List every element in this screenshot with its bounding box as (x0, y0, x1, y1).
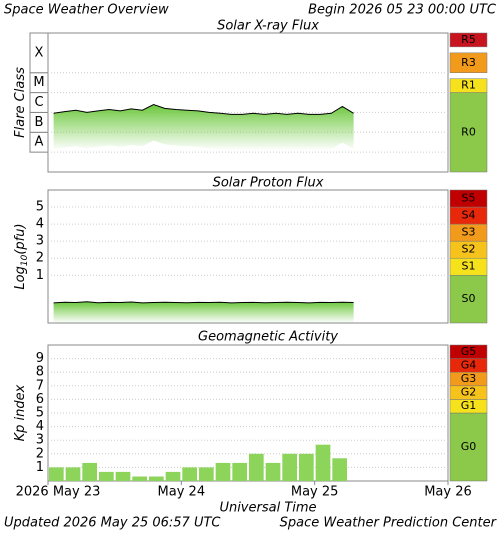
kp-bar (99, 471, 114, 481)
y-tick-label: 4 (36, 217, 44, 232)
scale-band (449, 78, 488, 93)
x-tick-label: May 25 (291, 485, 339, 500)
scale-band (449, 52, 488, 73)
y-label-part: Log (13, 266, 28, 289)
x-tick-label: May 26 (424, 485, 472, 500)
flux-line (53, 301, 354, 304)
page-title: Space Weather Overview (4, 3, 169, 18)
plot-frame (47, 189, 449, 324)
class-label: B (35, 115, 44, 130)
begin-time: Begin 2026 05 23 00:00 UTC (308, 3, 497, 18)
y-tick-label: 7 (36, 378, 44, 393)
scale-label: S4 (462, 209, 476, 222)
scale-label: G0 (461, 440, 477, 453)
scale-label: S5 (462, 192, 476, 205)
scale-label: R1 (461, 79, 476, 92)
scale-label: G2 (461, 386, 477, 399)
kp-bar (282, 453, 297, 481)
scale-label: G1 (461, 399, 477, 412)
scale-label: S3 (462, 226, 476, 239)
panel-title: Geomagnetic Activity (198, 330, 338, 345)
y-label-part: Flare Class (13, 67, 28, 138)
y-axis-label: Kp index (13, 384, 28, 441)
y-tick-label: 1 (36, 268, 44, 283)
plot-frame (47, 32, 449, 173)
y-tick-label: 2 (36, 251, 44, 266)
credit: Space Weather Prediction Center (280, 516, 498, 531)
class-cell (29, 32, 49, 74)
scale-label: S2 (462, 243, 476, 256)
kp-bar (215, 462, 231, 481)
x-axis-label: Universal Time (219, 501, 316, 516)
y-tick-label: 3 (36, 234, 44, 249)
flux-glow (53, 104, 354, 151)
scale-band (449, 412, 488, 482)
panel-title: Solar X-ray Flux (217, 19, 319, 34)
flux-line (53, 103, 354, 115)
y-label-part: 10 (20, 254, 30, 266)
y-label-part: Kp index (13, 384, 28, 441)
scale-label: R3 (461, 56, 476, 69)
kp-bar (115, 471, 131, 481)
x-tick-label: May 24 (158, 485, 206, 500)
scale-band (449, 344, 488, 359)
y-label-part: (pfu) (13, 223, 28, 254)
kp-bar (299, 453, 314, 481)
class-label: C (34, 95, 43, 110)
kp-bar (49, 467, 64, 481)
y-tick-label: 4 (36, 419, 44, 434)
y-tick-label: 3 (36, 433, 44, 448)
y-axis-label: Log10(pfu) (13, 223, 30, 289)
kp-bar (265, 462, 281, 481)
kp-bar (82, 462, 97, 481)
class-label: M (33, 75, 44, 90)
kp-bar (65, 467, 81, 481)
flux-glow (53, 301, 354, 323)
scale-band (449, 32, 488, 48)
scale-label: G3 (461, 372, 477, 385)
y-tick-label: 8 (36, 365, 44, 380)
scale-label: S1 (462, 260, 476, 273)
panel-title: Solar Proton Flux (213, 176, 324, 191)
scale-label: R5 (461, 33, 476, 46)
y-tick-label: 1 (36, 460, 44, 475)
scale-band (449, 189, 488, 208)
kp-bar (249, 453, 264, 481)
kp-bar (149, 476, 164, 481)
y-tick-label: 2 (36, 446, 44, 461)
scale-label: G4 (461, 358, 477, 371)
scale-label: G5 (461, 345, 477, 358)
class-label: X (35, 45, 44, 60)
y-axis-label: Flare Class (13, 67, 28, 138)
kp-bar (332, 458, 347, 481)
kp-bar (132, 476, 147, 481)
kp-bar (199, 467, 214, 481)
kp-bar (182, 467, 197, 481)
kp-bar (165, 471, 181, 481)
y-tick-label: 9 (36, 351, 44, 366)
scale-label: R0 (461, 125, 476, 138)
kp-bar (232, 462, 247, 481)
scale-band (449, 92, 488, 173)
updated-time: Updated 2026 May 25 06:57 UTC (4, 516, 221, 531)
y-tick-label: 5 (36, 406, 44, 421)
kp-bar (315, 444, 331, 481)
class-label: A (35, 135, 44, 150)
y-tick-label: 6 (36, 392, 44, 407)
scale-label: S0 (462, 292, 476, 305)
x-tick-label: 2026 May 23 (16, 485, 101, 500)
y-tick-label: 5 (36, 200, 44, 215)
